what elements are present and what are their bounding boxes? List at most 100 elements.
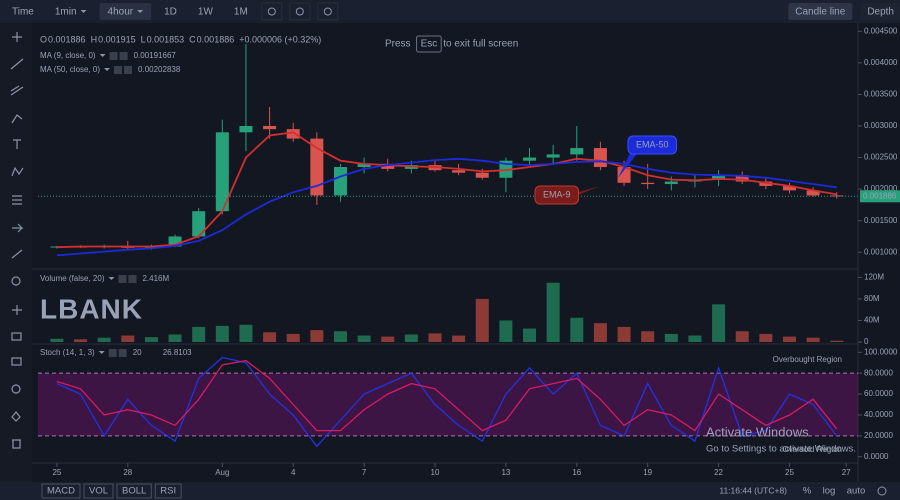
indicator-close[interactable] — [119, 52, 128, 60]
indicator-close[interactable] — [118, 349, 127, 357]
indicator-button[interactable] — [116, 483, 152, 499]
ruler-icon[interactable] — [11, 249, 23, 259]
toolbar-button-label[interactable]: 1W — [198, 7, 214, 18]
candle-body — [286, 129, 300, 139]
magnet-icon[interactable] — [12, 305, 22, 315]
dropdown-arrow[interactable] — [104, 68, 111, 71]
channel-icon[interactable] — [10, 85, 24, 96]
indicator-settings[interactable] — [108, 349, 117, 357]
toolbar-button[interactable] — [99, 3, 152, 20]
indicator-settings[interactable] — [118, 275, 127, 283]
volume-bar — [641, 331, 655, 342]
text-icon[interactable] — [13, 139, 21, 149]
candle-body — [475, 172, 489, 178]
indicator-button-label[interactable]: RSI — [160, 486, 176, 497]
indicator-button[interactable] — [41, 483, 81, 499]
volume-bar — [357, 335, 371, 342]
indicator-close[interactable] — [128, 275, 137, 283]
toolbar-icon-button[interactable] — [289, 2, 311, 21]
y-tick-label: 120M — [864, 272, 884, 281]
volume-bar — [215, 325, 229, 342]
toolbar-button-label[interactable]: 1min — [55, 7, 77, 18]
stoch-value: 26.8103 — [163, 348, 192, 357]
volume-bar — [570, 317, 584, 342]
lock-icon[interactable] — [11, 357, 22, 366]
settings-icon[interactable] — [877, 486, 887, 496]
indicator-button-label[interactable]: VOL — [89, 486, 108, 497]
scale-option[interactable]: log — [823, 486, 836, 497]
candle-body — [381, 163, 395, 169]
y-tick-label: 0.002000 — [864, 184, 898, 193]
y-tick-label: 100.0000 — [864, 347, 898, 356]
favorites-icon[interactable] — [11, 411, 21, 422]
toolbar-icon[interactable] — [295, 7, 304, 16]
pattern-icon[interactable] — [11, 166, 24, 177]
volume-bar — [286, 333, 300, 342]
indicator-value: 0.00202838 — [138, 65, 181, 74]
trash-icon[interactable] — [12, 439, 21, 449]
toolbar-icon-button[interactable] — [261, 2, 283, 21]
stoch-line — [56, 356, 838, 448]
measure-icon[interactable] — [12, 223, 24, 233]
indicator-button[interactable] — [154, 483, 182, 499]
toolbar-icon-button[interactable] — [317, 2, 339, 21]
volume-bar — [499, 320, 513, 342]
dropdown-arrow[interactable] — [108, 277, 115, 280]
ohlc-key: C — [189, 34, 196, 44]
y-tick-label: 0.003500 — [864, 90, 898, 99]
callout-label: EMA-9 — [543, 189, 571, 199]
brush-icon[interactable] — [11, 114, 23, 124]
candle-body — [546, 154, 560, 158]
volume-bar — [593, 323, 607, 342]
toolbar — [0, 0, 900, 23]
ohlc-value: 0.001915 — [98, 34, 136, 44]
toolbar-button-label[interactable]: Time — [12, 7, 34, 18]
volume-bar — [546, 282, 560, 342]
view-toggle[interactable] — [860, 3, 900, 20]
dropdown-arrow — [80, 10, 87, 13]
crosshair-icon[interactable] — [12, 32, 22, 42]
toolbar-icon[interactable] — [323, 7, 332, 16]
toolbar-button-label[interactable]: 4hour — [108, 7, 134, 18]
indicator-close[interactable] — [124, 66, 133, 74]
ohlc-value: 0.001886 — [48, 34, 86, 44]
candle-body — [452, 170, 466, 173]
volume-bar — [452, 335, 466, 342]
candle-body — [712, 175, 726, 180]
indicator-button-label[interactable]: MACD — [47, 486, 75, 497]
volume-bar — [50, 338, 64, 342]
volume-bar — [759, 333, 773, 342]
x-tick-label: 19 — [643, 468, 652, 477]
y-tick-label: 0.003000 — [864, 121, 898, 130]
fullscreen-hint: to exit full screen — [443, 39, 518, 50]
indicator-button[interactable] — [83, 483, 114, 499]
volume-bar — [404, 334, 418, 342]
dropdown-arrow[interactable] — [99, 54, 106, 57]
indicator-settings[interactable] — [109, 52, 118, 60]
view-toggle-label[interactable]: Depth — [867, 7, 894, 18]
fib-icon[interactable] — [12, 195, 22, 205]
zoom-icon[interactable] — [11, 276, 21, 286]
indicator-button-label[interactable]: BOLL — [122, 486, 146, 497]
candle-body — [215, 132, 229, 212]
toolbar-button-label[interactable]: 1D — [164, 7, 177, 18]
indicator-settings[interactable] — [114, 66, 123, 74]
view-toggle[interactable] — [788, 3, 853, 20]
scale-option[interactable]: % — [803, 486, 812, 497]
visibility-icon[interactable] — [11, 384, 21, 394]
y-tick-label: 0.004000 — [864, 58, 898, 67]
tool-icons[interactable] — [10, 32, 24, 449]
x-tick-label: 10 — [431, 468, 440, 477]
toolbar-button-label[interactable]: 1M — [234, 7, 248, 18]
scale-option[interactable]: auto — [847, 486, 866, 497]
key-box — [416, 35, 442, 53]
toolbar-icon[interactable] — [267, 7, 276, 16]
volume-bar — [263, 332, 277, 342]
moving-average-line — [56, 131, 837, 249]
trendline-icon[interactable] — [10, 58, 24, 70]
draw-mode-icon[interactable] — [11, 332, 22, 341]
panel-title: Volume (false, 20) — [40, 274, 105, 283]
dropdown-arrow[interactable] — [98, 351, 105, 354]
view-toggle-label[interactable]: Candle line — [795, 7, 845, 18]
y-tick-label: 40.0000 — [864, 410, 893, 419]
